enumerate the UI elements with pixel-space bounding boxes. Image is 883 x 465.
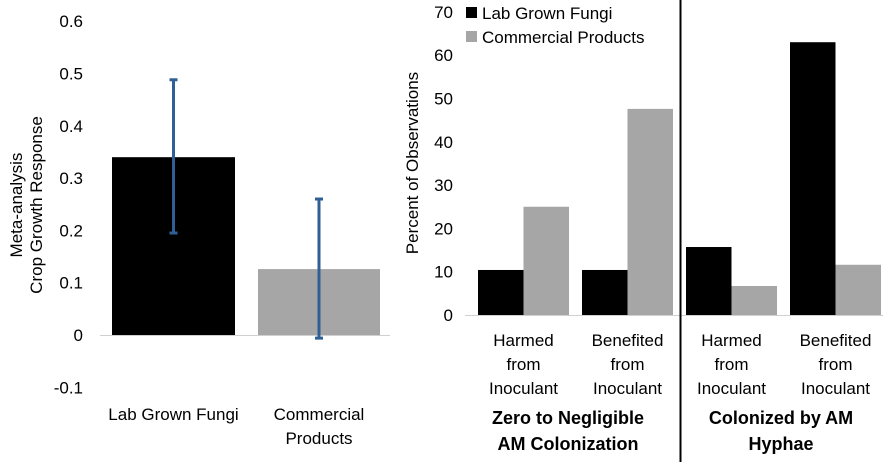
y-axis-title: Meta-analysisCrop Growth Response	[7, 116, 46, 294]
y-tick-label: 0.1	[59, 274, 83, 293]
x-category-label-line: from	[507, 355, 541, 374]
x-category-label: Harmed from Inoculant	[489, 331, 558, 398]
y-tick-label: 0	[444, 306, 453, 325]
x-category-label: Benefited from Inoculant	[800, 331, 872, 398]
bar-lab-grown-fungi	[686, 247, 732, 315]
x-category-label-line: Benefited	[592, 331, 664, 350]
y-axis-title-line: Crop Growth Response	[27, 116, 46, 294]
x-category-label-line: Inoculant	[801, 379, 870, 398]
x-category-label-line: from	[715, 355, 749, 374]
legend-swatch	[466, 31, 477, 42]
y-tick-label: 50	[434, 90, 453, 109]
y-tick-label: 10	[434, 263, 453, 282]
y-tick-label: 30	[434, 176, 453, 195]
group-label-line: AM Colonization	[498, 434, 639, 454]
x-category-label-line: Inoculant	[593, 379, 662, 398]
legend-label: Lab Grown Fungi	[482, 4, 612, 23]
y-tick-label: 0.2	[59, 221, 83, 240]
x-category-label-line: Lab Grown Fungi	[108, 405, 238, 424]
x-category-label: Harmed from Inoculant	[697, 331, 766, 398]
right-chart-percent-observations: 0 10 20 30 40 50 60 70 Percent of Observations La…	[403, 0, 883, 462]
y-tick-label: 60	[434, 46, 453, 65]
bar-lab-grown-fungi	[478, 269, 524, 315]
x-category-label-line: from	[611, 355, 645, 374]
legend-label: Commercial Products	[482, 28, 645, 47]
group-label: Zero to Negligible AM Colonization	[492, 408, 644, 454]
x-category-label: Commercial Products	[274, 405, 365, 448]
left-chart-meta-analysis: -0.1 0 0.1 0.2 0.3 0.4 0.5 0.6 Meta-analysisCrop…	[7, 12, 390, 448]
x-category-label-line: Inoculant	[489, 379, 558, 398]
group-label-line: Hyphae	[748, 434, 813, 454]
x-category-label-line: Harmed	[701, 331, 761, 350]
x-category-label-line: Inoculant	[697, 379, 766, 398]
y-tick-label: -0.1	[54, 378, 83, 397]
bar-commercial-products	[731, 285, 777, 315]
group-label-line: Zero to Negligible	[492, 408, 644, 428]
x-category-label-line: Benefited	[800, 331, 872, 350]
x-category-label-line: from	[819, 355, 853, 374]
y-tick-label: 0	[74, 326, 83, 345]
y-tick-label: 0.6	[59, 12, 83, 31]
x-category-label-line: Commercial	[274, 405, 365, 424]
y-axis-title-line: Meta-analysis	[7, 153, 26, 258]
legend-swatch	[466, 7, 477, 18]
group-label-line: Colonized by AM	[709, 408, 853, 428]
x-category-label: Lab Grown Fungi	[108, 405, 238, 424]
y-tick-label: 0.3	[59, 169, 83, 188]
bar-lab-grown-fungi	[790, 42, 836, 316]
x-category-label-line: Products	[285, 429, 352, 448]
y-tick-label: 70	[434, 3, 453, 22]
bar-commercial-products	[523, 206, 569, 315]
x-category-label: Benefited from Inoculant	[592, 331, 664, 398]
y-axis-title: Percent of Observations	[403, 72, 422, 254]
group-label: Colonized by AM Hyphae	[709, 408, 853, 454]
bar-commercial-products	[835, 264, 881, 315]
x-category-label-line: Harmed	[493, 331, 553, 350]
y-tick-label: 0.5	[59, 65, 83, 84]
bar-lab-grown-fungi	[582, 269, 628, 315]
y-tick-label: 0.4	[59, 117, 83, 136]
y-tick-label: 40	[434, 133, 453, 152]
y-tick-label: 20	[434, 219, 453, 238]
bar-commercial-products	[627, 108, 673, 315]
